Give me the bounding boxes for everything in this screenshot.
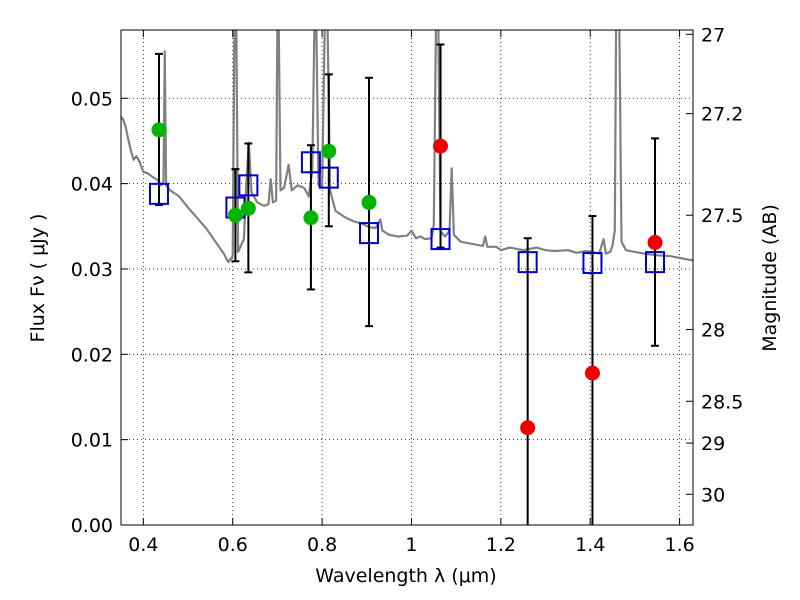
- plot-frame: [120, 29, 694, 526]
- y-tick-label: 0.04: [71, 174, 113, 196]
- green-flux-point: [361, 194, 377, 210]
- x-axis-title: Wavelength λ (μm): [315, 565, 496, 587]
- y2-tick-label: 27.2: [701, 104, 743, 126]
- red-flux-point: [433, 138, 449, 154]
- x-tick-label: 1: [405, 534, 417, 556]
- model-square-marker: [148, 182, 169, 205]
- red-flux-point: [584, 365, 600, 381]
- grid: [121, 30, 693, 526]
- red-flux-point: [647, 235, 663, 251]
- green-flux-point: [227, 207, 243, 223]
- model-square-marker: [430, 228, 451, 251]
- x-tick-label: 0.4: [128, 534, 158, 556]
- model-square-marker: [318, 166, 339, 189]
- x-tick-label: 0.6: [218, 534, 248, 556]
- model-square-marker: [645, 251, 666, 274]
- y-tick-label: 0.05: [71, 88, 113, 110]
- spectrum-line: [121, 30, 693, 264]
- y2-tick-label: 28.5: [701, 391, 743, 413]
- x-tick-label: 1.4: [575, 534, 605, 556]
- y-tick-label: 0.01: [71, 430, 113, 452]
- green-flux-point: [303, 210, 319, 226]
- red-flux-point: [520, 420, 536, 436]
- model-square-marker: [238, 174, 259, 197]
- green-flux-point: [321, 143, 337, 159]
- x-tick-label: 1.6: [664, 534, 694, 556]
- x-tick-label: 0.8: [307, 534, 337, 556]
- model-square-marker: [517, 251, 538, 274]
- y2-tick-label: 27: [701, 24, 725, 46]
- green-flux-point: [240, 200, 256, 216]
- y-tick-label: 0.02: [71, 344, 113, 366]
- y2-axis-title: Magnitude (AB): [759, 204, 781, 352]
- model-square-marker: [582, 251, 603, 274]
- y2-tick-label: 27.5: [701, 205, 743, 227]
- y2-tick-label: 30: [701, 484, 725, 506]
- green-flux-point: [151, 122, 167, 138]
- plot-area: [121, 30, 693, 525]
- y-tick-label: 0.03: [71, 259, 113, 281]
- model-square-marker: [300, 151, 321, 174]
- model-square-marker: [359, 222, 380, 245]
- y-tick-label: 0.00: [71, 515, 113, 537]
- axis-ticks: 0.4 0.6 0.8 1 1.2 1.4 1.6 0.00 0.01 0.02 0.03 0.04 0…: [71, 24, 744, 556]
- y2-tick-label: 29: [701, 433, 725, 455]
- y-axis-title: Flux Fν ( μJy ): [27, 214, 49, 343]
- y2-tick-label: 28: [701, 320, 725, 342]
- x-tick-label: 1.2: [486, 534, 516, 556]
